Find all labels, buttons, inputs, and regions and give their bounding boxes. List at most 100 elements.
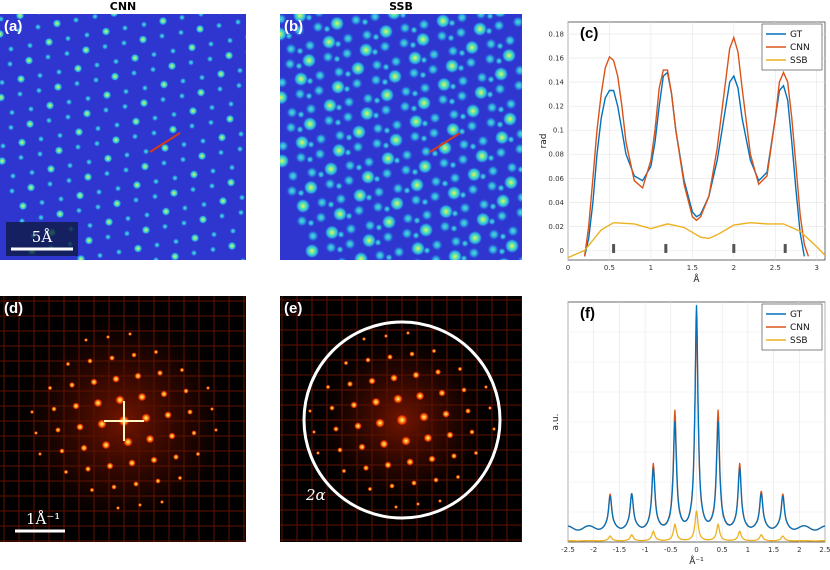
diffraction-spot	[145, 434, 155, 444]
atom-column	[187, 43, 197, 52]
diffraction-spot	[412, 371, 420, 379]
atom-column	[294, 135, 310, 150]
diffraction-spot	[455, 474, 461, 480]
atom-column	[131, 133, 139, 140]
column-title-ssb: SSB	[389, 0, 413, 13]
atom-column	[418, 222, 434, 238]
diffraction-spot	[375, 418, 385, 428]
atom-column	[161, 207, 171, 216]
diffraction-spot	[316, 451, 320, 455]
atom-column	[44, 53, 52, 61]
atom-column	[351, 77, 363, 90]
atom-column	[27, 105, 35, 113]
diffraction-spot	[387, 354, 393, 360]
atom-column	[74, 143, 82, 151]
panel-c-xlabel: Å	[693, 273, 700, 285]
atom-column	[419, 71, 427, 79]
atom-column	[334, 118, 342, 127]
atom-column	[305, 14, 313, 22]
atom-column	[495, 146, 507, 159]
atom-column	[449, 172, 461, 184]
atom-column	[522, 46, 534, 58]
atom-column	[141, 84, 149, 92]
atom-column	[408, 114, 424, 129]
atom-column	[189, 186, 197, 193]
atom-column	[345, 212, 353, 220]
atom-column	[409, 130, 421, 143]
panel-f-ylabel: a.u.	[551, 414, 561, 431]
panel-f-xtick-label: -2.5	[561, 546, 575, 554]
atom-column	[364, 219, 376, 232]
panel-c-xtick-label: 0.5	[604, 264, 615, 272]
atom-column	[487, 154, 495, 162]
atom-column	[383, 205, 391, 213]
diffraction-spot	[350, 401, 358, 409]
atom-column	[374, 249, 386, 260]
diffraction-spot	[484, 385, 488, 389]
diffraction-spot	[55, 427, 61, 433]
atom-column	[46, 180, 54, 188]
atom-column	[293, 71, 309, 87]
atom-column	[217, 149, 225, 156]
atom-column	[304, 243, 320, 259]
atom-column	[436, 77, 452, 92]
atom-column	[449, 161, 457, 169]
atom-column	[248, 223, 257, 232]
atom-column	[199, 137, 207, 145]
atom-column	[36, 72, 44, 79]
atom-column	[430, 254, 442, 260]
atom-column	[237, 209, 245, 216]
panel-f-xtick-label: 2.5	[819, 546, 830, 554]
panel-c-phase-profile-plot: 0 0.5 1 1.5 2 2.5 3 0 0.02 0.04 0.06 0.08 0.1 0.12 0.1…	[539, 21, 826, 285]
atom-column	[391, 119, 403, 131]
atom-column	[536, 241, 544, 249]
atom-column	[75, 207, 83, 214]
atom-column	[188, 122, 196, 130]
diffraction-spot	[191, 430, 197, 436]
atom-column	[239, 257, 246, 260]
atom-column	[417, 159, 433, 174]
atom-column	[445, 122, 461, 137]
diffraction-spot	[111, 484, 117, 490]
atom-column	[468, 247, 480, 259]
atom-column	[314, 148, 326, 160]
atom-column	[237, 130, 245, 138]
atom-column	[517, 165, 522, 174]
atom-column	[36, 150, 44, 158]
diffraction-spot	[428, 455, 436, 463]
atom-column	[323, 114, 335, 127]
diffraction-spot	[38, 452, 42, 456]
panel-c-line-ssb	[568, 221, 825, 259]
panel-c-line-cnn	[583, 35, 810, 257]
atom-column	[228, 164, 236, 171]
atom-column	[285, 121, 297, 134]
atom-column	[180, 219, 188, 227]
diffraction-spot	[112, 375, 120, 383]
diffraction-spot	[177, 475, 183, 481]
diffraction-spot	[394, 505, 398, 509]
atom-column	[447, 249, 463, 260]
atom-column	[132, 196, 140, 204]
atom-column	[247, 160, 256, 169]
atom-column	[287, 170, 299, 182]
diffraction-spot	[469, 429, 475, 435]
atom-column	[226, 37, 234, 44]
atom-column	[513, 79, 522, 92]
atom-column	[8, 187, 16, 195]
atom-column	[151, 114, 159, 122]
atom-column	[316, 196, 328, 209]
atom-column	[152, 256, 160, 260]
atom-column	[465, 56, 477, 69]
atom-column	[224, 51, 234, 60]
panel-label-d: (d)	[4, 300, 23, 317]
atom-column	[485, 27, 493, 35]
diffraction-spot	[411, 480, 417, 486]
diffraction-spot	[87, 358, 93, 364]
atom-column	[102, 106, 110, 114]
atom-column	[209, 167, 217, 175]
atom-column	[507, 135, 515, 144]
atom-column	[409, 41, 417, 49]
panel-c-legend-label-cnn: CNN	[790, 43, 810, 53]
atom-column	[169, 47, 177, 55]
atom-column	[487, 243, 499, 256]
